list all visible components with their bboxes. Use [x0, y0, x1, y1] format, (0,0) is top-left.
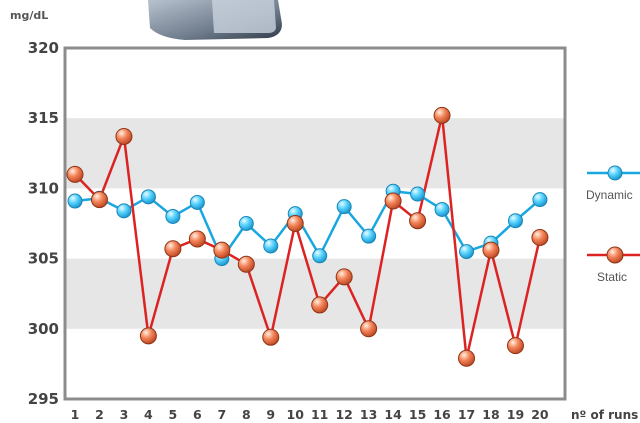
data-point-static: [91, 192, 107, 208]
data-point-static: [532, 230, 548, 246]
data-point-dynamic: [68, 194, 82, 208]
x-tick-label: 3: [120, 407, 129, 422]
data-point-dynamic: [264, 239, 278, 253]
x-tick-label: 6: [193, 407, 202, 422]
y-tick-label: 320: [28, 39, 59, 57]
x-tick-label: 1: [71, 407, 80, 422]
data-point-dynamic: [508, 214, 522, 228]
data-point-static: [140, 328, 156, 344]
legend-marker-static: [607, 247, 623, 263]
data-point-dynamic: [435, 202, 449, 216]
data-point-static: [312, 297, 328, 313]
y-tick-label: 305: [28, 250, 59, 268]
x-tick-label: 16: [433, 407, 451, 422]
x-tick-label: 12: [335, 407, 352, 422]
x-tick-label: 11: [311, 407, 328, 422]
data-point-dynamic: [190, 195, 204, 209]
data-point-static: [483, 242, 499, 258]
data-point-dynamic: [411, 187, 425, 201]
data-point-dynamic: [117, 204, 131, 218]
x-tick-label: 19: [507, 407, 524, 422]
x-tick-label: 20: [531, 407, 549, 422]
data-point-dynamic: [460, 245, 474, 259]
data-point-dynamic: [337, 200, 351, 214]
data-point-dynamic: [166, 209, 180, 223]
data-point-static: [459, 350, 475, 366]
x-tick-label: 14: [384, 407, 402, 422]
data-point-static: [165, 241, 181, 257]
y-tick-label: 295: [28, 390, 59, 408]
data-point-dynamic: [533, 193, 547, 207]
data-point-static: [385, 193, 401, 209]
x-tick-label: 15: [409, 407, 426, 422]
data-point-static: [67, 166, 83, 182]
data-point-static: [214, 242, 230, 258]
data-point-static: [116, 128, 132, 144]
x-tick-label: 10: [287, 407, 305, 422]
data-point-static: [434, 107, 450, 123]
y-tick-label: 310: [28, 179, 59, 197]
x-tick-label: 18: [482, 407, 499, 422]
data-point-static: [410, 213, 426, 229]
data-point-dynamic: [362, 229, 376, 243]
x-tick-label: 13: [360, 407, 377, 422]
legend-label-dynamic: Dynamic: [586, 188, 633, 202]
plot-frame: [65, 48, 565, 399]
legend-marker-dynamic: [608, 166, 622, 180]
x-tick-label: 8: [242, 407, 251, 422]
x-tick-label: 17: [458, 407, 475, 422]
x-tick-label: 4: [144, 407, 153, 422]
x-tick-label: 2: [95, 407, 104, 422]
data-point-static: [238, 256, 254, 272]
data-point-static: [361, 321, 377, 337]
y-tick-label: 315: [28, 109, 59, 127]
y-tick-label: 300: [28, 320, 59, 338]
data-point-dynamic: [141, 190, 155, 204]
data-point-static: [287, 216, 303, 232]
x-axis-label: nº of runs: [571, 408, 638, 422]
data-point-static: [189, 231, 205, 247]
reference-band: [65, 118, 565, 188]
x-tick-label: 9: [266, 407, 275, 422]
data-point-static: [336, 269, 352, 285]
data-point-static: [507, 338, 523, 354]
data-point-dynamic: [313, 249, 327, 263]
data-point-static: [263, 329, 279, 345]
legend-label-static: Static: [597, 270, 627, 284]
x-tick-label: 7: [217, 407, 226, 422]
data-point-dynamic: [239, 217, 253, 231]
x-tick-label: 5: [169, 407, 178, 422]
